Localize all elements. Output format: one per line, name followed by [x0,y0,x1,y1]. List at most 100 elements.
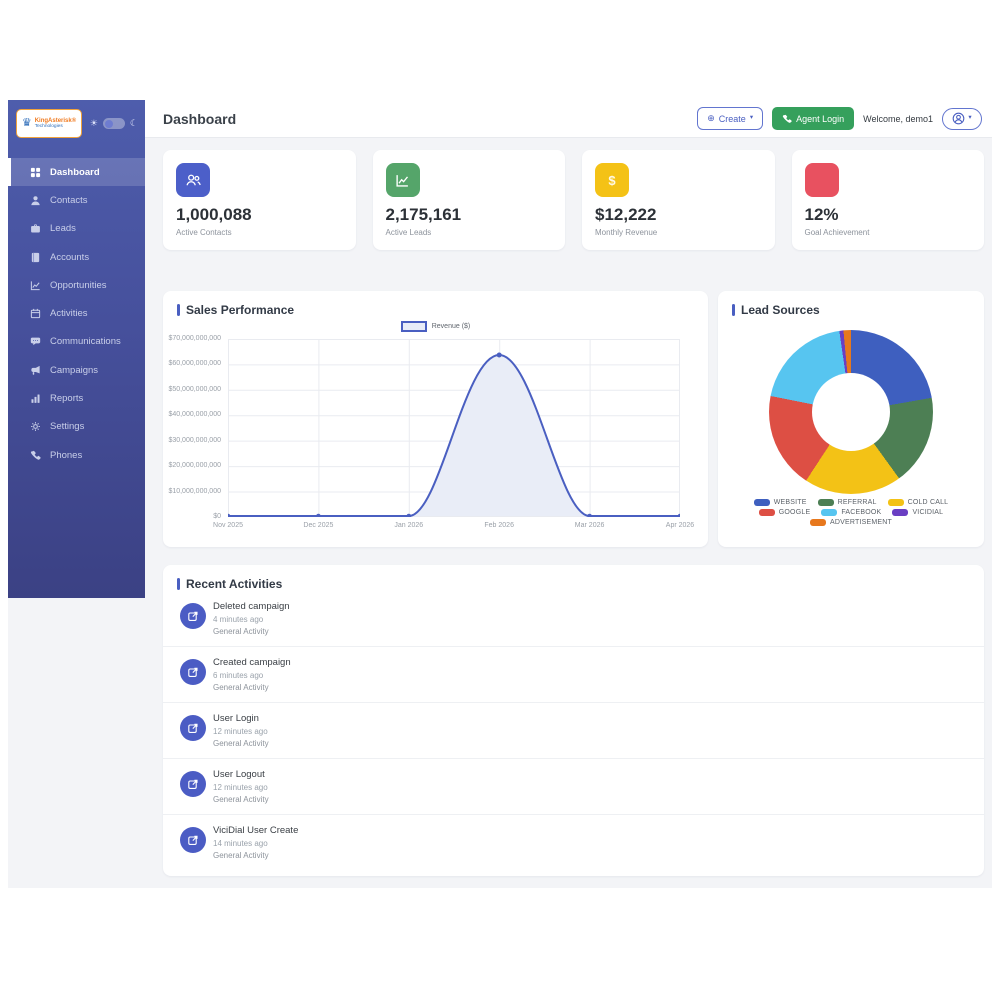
x-tick: Dec 2025 [303,522,334,529]
toggle-knob [104,119,113,128]
legend-label: COLD CALL [907,499,949,506]
legend-item[interactable]: VICIDIAL [892,509,943,516]
legend-swatch [892,509,909,516]
agent-login-button[interactable]: Agent Login [772,107,855,130]
sidebar-item-label: Opportunities [50,279,107,291]
chart-line-icon [30,281,40,290]
legend-swatch [887,499,904,506]
activity-item[interactable]: Deleted campaign 4 minutes ago General A… [163,591,984,646]
sidebar-item-accounts[interactable]: Accounts [8,243,145,271]
megaphone-icon [31,365,40,375]
y-tick: $10,000,000,000 [168,487,221,495]
bar-chart-icon [31,394,40,403]
lead-sources-title: Lead Sources [741,303,820,317]
legend-label: Revenue ($) [431,323,471,330]
sidebar-item-phones[interactable]: Phones [8,441,145,469]
theme-toggle[interactable] [102,118,125,129]
legend-item[interactable]: REFERRAL [817,499,877,506]
sidebar-item-label: Accounts [50,251,90,263]
stat-label: Monthly Revenue [595,228,658,237]
brand-logo[interactable]: ♛ KingAsterisk® Technologies [16,109,82,138]
moon-icon: ☾ [129,118,138,128]
sidebar-item-label: Leads [50,223,76,235]
donut-chart[interactable] [769,330,933,494]
activity-title: ViciDial User Create [213,825,299,836]
dollar-icon: $ [595,163,629,197]
activity-time: 12 minutes ago [213,727,268,736]
crown-icon: ♛ [21,117,32,129]
stat-card-monthly-revenue: $ $12,222 Monthly Revenue [582,150,775,250]
chevron-down-icon: ▾ [749,114,754,122]
lead-sources-card: Lead Sources WEBSITE REFERRAL COLD CALL … [718,291,984,547]
activity-item[interactable]: Created campaign 6 minutes ago General A… [163,646,984,702]
legend-label: GOOGLE [778,509,811,516]
topbar: Dashboard ⊕ Create ▾ Agent Login Welcome… [145,100,992,138]
sales-performance-title: Sales Performance [186,303,295,317]
circle-plus-icon: ⊕ [707,113,715,123]
sidebar-item-label: Reports [50,393,84,405]
activity-title: User Logout [213,769,265,780]
legend-swatch [400,321,427,332]
stat-card-active-contacts: 1,000,088 Active Contacts [163,150,356,250]
sidebar-item-label: Communications [50,336,121,348]
sidebar-item-leads[interactable]: Leads [8,215,145,243]
stat-value: 2,175,161 [385,205,462,224]
activity-category: General Activity [213,627,269,636]
people-icon [176,163,210,197]
sidebar-item-reports[interactable]: Reports [8,384,145,412]
sidebar-item-dashboard[interactable]: Dashboard [8,158,145,187]
chart-line-icon [385,163,420,197]
chart-legend[interactable]: Revenue ($) [163,321,708,332]
y-tick: $30,000,000,000 [168,436,221,444]
legend-item[interactable]: ADVERTISEMENT [810,519,892,526]
y-tick: $0 [213,513,221,520]
x-tick: Apr 2026 [665,522,695,529]
gear-icon [31,422,40,432]
sidebar-item-activities[interactable]: Activities [8,299,145,327]
title-accent-bar [732,304,735,316]
legend-item[interactable]: COLD CALL [887,499,949,506]
stat-label: Active Contacts [176,228,232,237]
sidebar-item-settings[interactable]: Settings [8,413,145,441]
legend-item[interactable]: GOOGLE [758,509,811,516]
activity-item[interactable]: User Logout 12 minutes ago General Activ… [163,758,984,814]
legend-swatch [817,499,834,506]
create-button-label: Create [718,113,746,124]
legend-swatch [821,509,838,516]
sidebar-item-contacts[interactable]: Contacts [8,186,145,214]
legend-swatch [810,519,826,526]
note-export-icon [180,771,206,797]
y-tick: $20,000,000,000 [168,462,221,470]
activity-title: User Login [213,713,259,724]
main-content: 1,000,088 Active Contacts 2,175,161 Acti… [163,150,984,876]
activity-item[interactable]: ViciDial User Create 14 minutes ago Gene… [163,814,984,870]
note-export-icon [180,659,206,685]
legend-item[interactable]: FACEBOOK [821,509,881,516]
legend-label: REFERRAL [837,499,877,506]
y-tick: $60,000,000,000 [168,360,221,368]
agent-login-label: Agent Login [796,113,845,124]
user-menu-button[interactable]: ▾ [942,107,982,130]
activity-category: General Activity [213,739,269,748]
sidebar-item-communications[interactable]: Communications [8,328,145,356]
grid-icon [30,167,41,177]
activity-time: 14 minutes ago [213,839,268,848]
note-export-icon [180,715,206,741]
calendar-icon [30,309,41,319]
activity-item[interactable]: User Login 12 minutes ago General Activi… [163,702,984,758]
sidebar-item-opportunities[interactable]: Opportunities [8,271,145,299]
sidebar-item-campaigns[interactable]: Campaigns [8,356,145,384]
comment-icon [30,338,41,346]
user-circle-icon [953,112,965,125]
activity-time: 12 minutes ago [213,783,268,792]
legend-item[interactable]: WEBSITE [753,499,807,506]
x-tick: Jan 2026 [394,522,424,529]
activity-title: Created campaign [213,657,291,668]
activity-title: Deleted campaign [213,601,290,612]
x-tick: Mar 2026 [574,522,605,529]
activity-time: 4 minutes ago [213,615,264,624]
x-tick: Nov 2025 [213,522,243,529]
sidebar-item-label: Campaigns [50,364,99,376]
stat-cards-row: 1,000,088 Active Contacts 2,175,161 Acti… [163,150,984,250]
create-button[interactable]: ⊕ Create ▾ [697,107,764,130]
